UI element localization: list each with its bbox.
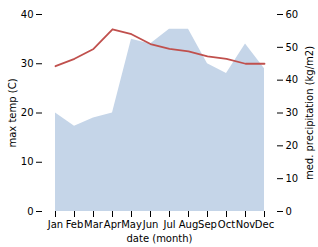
- svg-text:60: 60: [286, 9, 299, 20]
- svg-text:May: May: [121, 219, 142, 230]
- svg-text:20: 20: [286, 140, 299, 151]
- svg-text:Dec: Dec: [255, 219, 274, 230]
- svg-text:Oct: Oct: [218, 219, 235, 230]
- svg-text:Jul: Jul: [162, 219, 175, 230]
- svg-text:0: 0: [27, 206, 33, 217]
- svg-text:50: 50: [286, 42, 299, 53]
- svg-text:30: 30: [286, 107, 299, 118]
- svg-text:10: 10: [21, 156, 34, 167]
- svg-text:date (month): date (month): [127, 233, 193, 244]
- svg-text:med. precipitation (kg/m2): med. precipitation (kg/m2): [304, 46, 315, 180]
- svg-text:0: 0: [286, 206, 292, 217]
- svg-text:Feb: Feb: [66, 219, 84, 230]
- svg-text:Sep: Sep: [198, 219, 217, 230]
- svg-text:40: 40: [21, 9, 34, 20]
- svg-text:Mar: Mar: [84, 219, 104, 230]
- svg-text:Aug: Aug: [179, 219, 199, 230]
- svg-text:10: 10: [286, 173, 299, 184]
- svg-text:Apr: Apr: [104, 219, 122, 230]
- svg-text:30: 30: [21, 58, 34, 69]
- svg-text:max temp (C): max temp (C): [7, 78, 18, 147]
- svg-text:Nov: Nov: [236, 219, 256, 230]
- svg-text:Jun: Jun: [142, 219, 159, 230]
- svg-text:40: 40: [286, 74, 299, 85]
- svg-text:20: 20: [21, 107, 34, 118]
- svg-text:Jan: Jan: [47, 219, 63, 230]
